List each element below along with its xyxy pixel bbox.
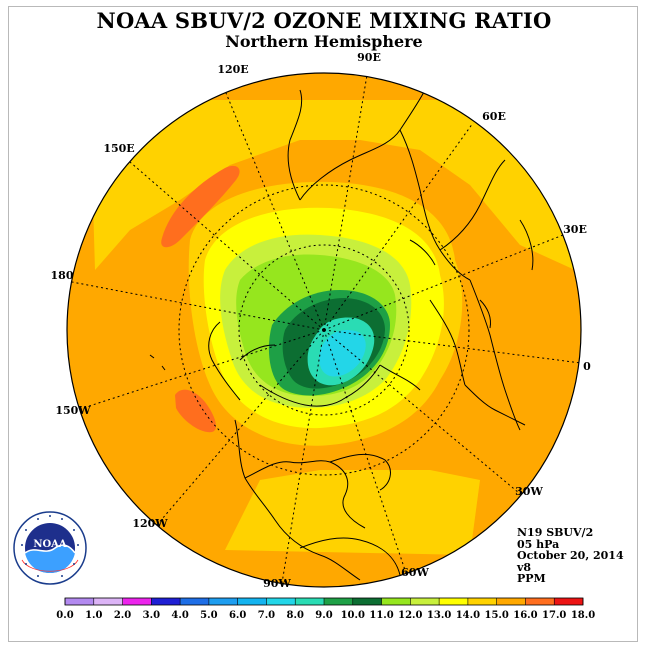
colorbar-segment [525,598,555,605]
colorbar-tick-label: 4.0 [171,610,188,621]
colorbar-segment [554,598,583,605]
colorbar-tick-label: 3.0 [143,610,160,621]
info-version: v8 [517,560,532,574]
lon-label-150e: 150E [103,142,134,155]
colorbar-segment [410,598,440,605]
longitude-labels: 90E 60E 30E 0 30W 60W 90W 120W 150W 180 … [51,51,592,590]
colorbar-tick-label: 12.0 [398,610,422,621]
colorbar-tick-label: 6.0 [229,610,246,621]
colorbar-segment [180,598,209,605]
info-units: PPM [517,572,546,585]
colorbar-segment [439,598,468,605]
colorbar-segment [151,598,181,605]
info-level: 05 hPa [517,537,560,551]
colorbar-segment [324,598,353,605]
ozone-field [67,73,581,587]
coastlines [149,89,534,581]
colorbar-segment [295,598,324,605]
colorbar-segment [266,598,296,605]
colorbar-tick-label: 2.0 [114,610,131,621]
colorbar-tick-label: 16.0 [513,610,537,621]
colorbar-tick-label: 17.0 [542,610,566,621]
lon-label-150w: 150W [55,404,91,417]
noaa-logo: NOAA [13,511,87,585]
colorbar-tick-label: 9.0 [315,610,332,621]
colorbar-tick-label: 18.0 [571,610,595,621]
lon-label-120w: 120W [132,517,168,530]
lon-label-60e: 60E [482,110,506,123]
info-instrument: N19 SBUV/2 [517,526,594,539]
colorbar-tick-label: 7.0 [258,610,275,621]
graticule [71,74,582,584]
info-date: October 20, 2014 [517,549,624,562]
colorbar-segment [496,598,526,605]
field-max-pacific [161,165,240,248]
colorbar-tick-label: 5.0 [200,610,217,621]
colorbar-segment [65,598,94,605]
colorbar-tick-label: 13.0 [427,610,451,621]
colorbar-segment [93,598,123,605]
colorbar-segment [467,598,497,605]
lon-label-90w: 90W [263,577,291,590]
colorbar-segment [352,598,382,605]
lon-label-0: 0 [583,360,591,373]
colorbar-segment [122,598,152,605]
colorbar-tick-label: 10.0 [341,610,365,621]
lon-label-30e: 30E [563,223,587,236]
lon-label-90e: 90E [357,51,381,64]
colorbar-tick-label: 15.0 [484,610,508,621]
colorbar-segment [208,598,238,605]
colorbar-segment [381,598,411,605]
map-subtitle: Northern Hemisphere [225,32,423,51]
colorbar: 0.0 1.0 2.0 3.0 4.0 5.0 6.0 7.0 8.0 9.0 10.0 11.0 12… [56,597,595,621]
map-title: NOAA SBUV/2 OZONE MIXING RATIO [96,8,552,33]
field-band-south [225,470,480,555]
lon-label-180: 180 [51,269,74,282]
lon-label-30w: 30W [515,485,543,498]
colorbar-tick-label: 8.0 [287,610,304,621]
field-max-alaska [175,389,216,433]
colorbar-tick-label: 14.0 [456,610,480,621]
colorbar-tick-label: 0.0 [56,610,73,621]
lon-label-60w: 60W [401,566,429,579]
logo-wave [25,545,75,573]
colorbar-tick-label: 11.0 [369,610,393,621]
logo-text: NOAA [33,539,67,550]
lon-label-120e: 120E [217,63,248,76]
product-info: N19 SBUV/2 05 hPa October 20, 2014 v8 PP… [517,527,624,585]
colorbar-tick-label: 1.0 [85,610,102,621]
field-band-outer [90,100,575,270]
field-band-7 [319,330,366,377]
colorbar-segment [237,598,267,605]
map-outline [66,72,582,588]
